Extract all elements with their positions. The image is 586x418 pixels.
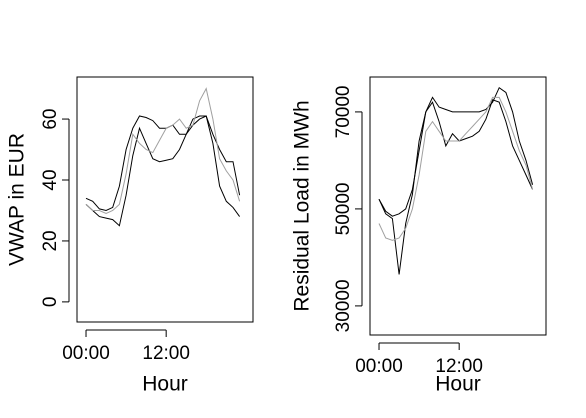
plot-box	[369, 76, 547, 336]
y-tick-label: 0	[40, 297, 61, 308]
y-axis-label: Residual Load in MWh	[291, 100, 314, 311]
x-tick-label: 00:00	[62, 343, 110, 364]
x-tick-label: 12:00	[142, 343, 190, 364]
x-tick-label: 00:00	[355, 356, 403, 377]
plot-box	[76, 76, 254, 323]
y-tick-label: 60	[40, 108, 61, 129]
x-axis-label: Hour	[435, 373, 481, 396]
series-line	[378, 99, 534, 275]
y-tick-label: 30000	[333, 279, 354, 332]
x-axis-label: Hour	[142, 373, 188, 396]
series-line	[85, 115, 241, 227]
y-tick-label: 50000	[333, 182, 354, 235]
y-tick-label: 40	[40, 169, 61, 190]
series-line	[378, 96, 534, 241]
x-tick-label: 12:00	[435, 356, 483, 377]
series-line	[85, 87, 241, 215]
series-line	[378, 86, 534, 217]
y-axis-label: VWAP in EUR	[6, 133, 29, 266]
y-tick-label: 70000	[333, 85, 354, 138]
series-line	[85, 115, 241, 212]
y-tick-label: 20	[40, 230, 61, 251]
